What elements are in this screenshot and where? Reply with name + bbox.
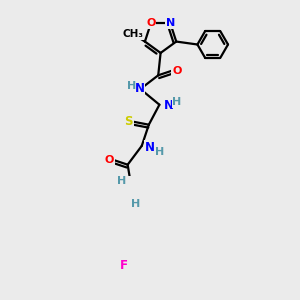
Text: H: H	[155, 147, 164, 157]
Text: N: N	[166, 18, 175, 28]
Text: N: N	[134, 82, 144, 95]
Text: H: H	[131, 199, 140, 208]
Text: H: H	[127, 81, 136, 91]
Text: N: N	[164, 99, 174, 112]
Text: O: O	[172, 66, 182, 76]
Text: O: O	[105, 155, 114, 165]
Text: CH₃: CH₃	[123, 29, 144, 40]
Text: S: S	[124, 115, 133, 128]
Text: H: H	[172, 97, 182, 107]
Text: O: O	[146, 18, 156, 28]
Text: F: F	[120, 260, 128, 272]
Text: N: N	[145, 141, 155, 154]
Text: H: H	[117, 176, 126, 186]
